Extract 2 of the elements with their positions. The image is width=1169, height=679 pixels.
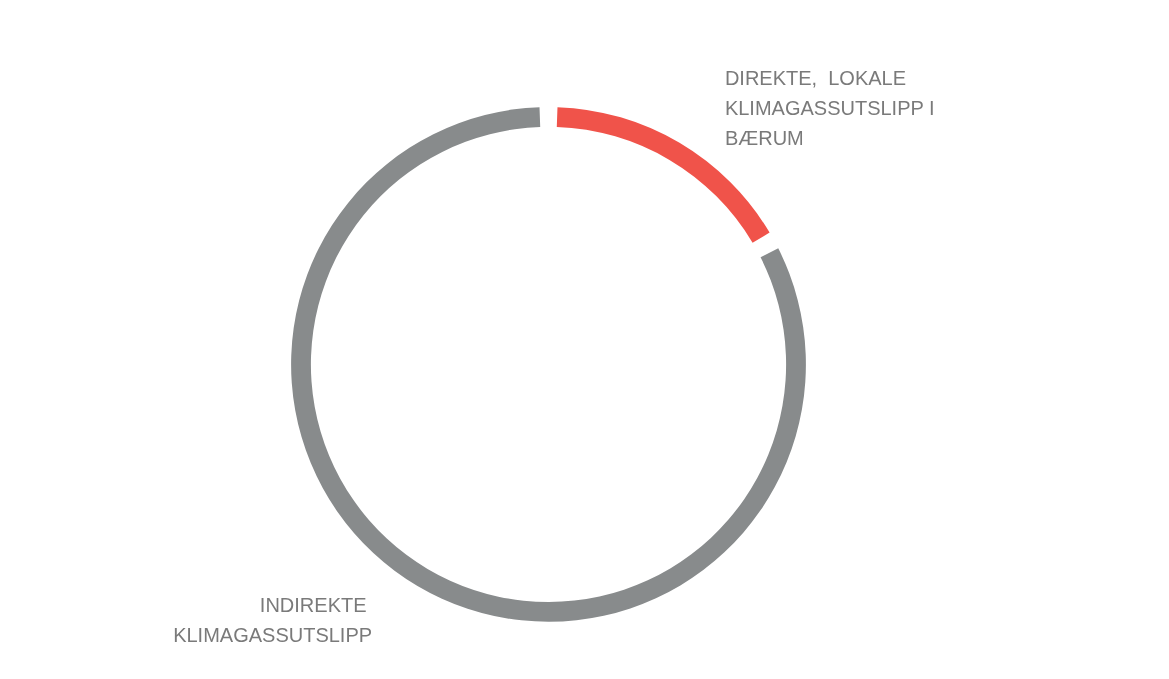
slice-label: DIREKTE, LOKALE KLIMAGASSUTSLIPP I BÆRUM: [724, 67, 941, 150]
slice-label: INDIREKTE KLIMAGASSUTSLIPP: [173, 594, 373, 647]
